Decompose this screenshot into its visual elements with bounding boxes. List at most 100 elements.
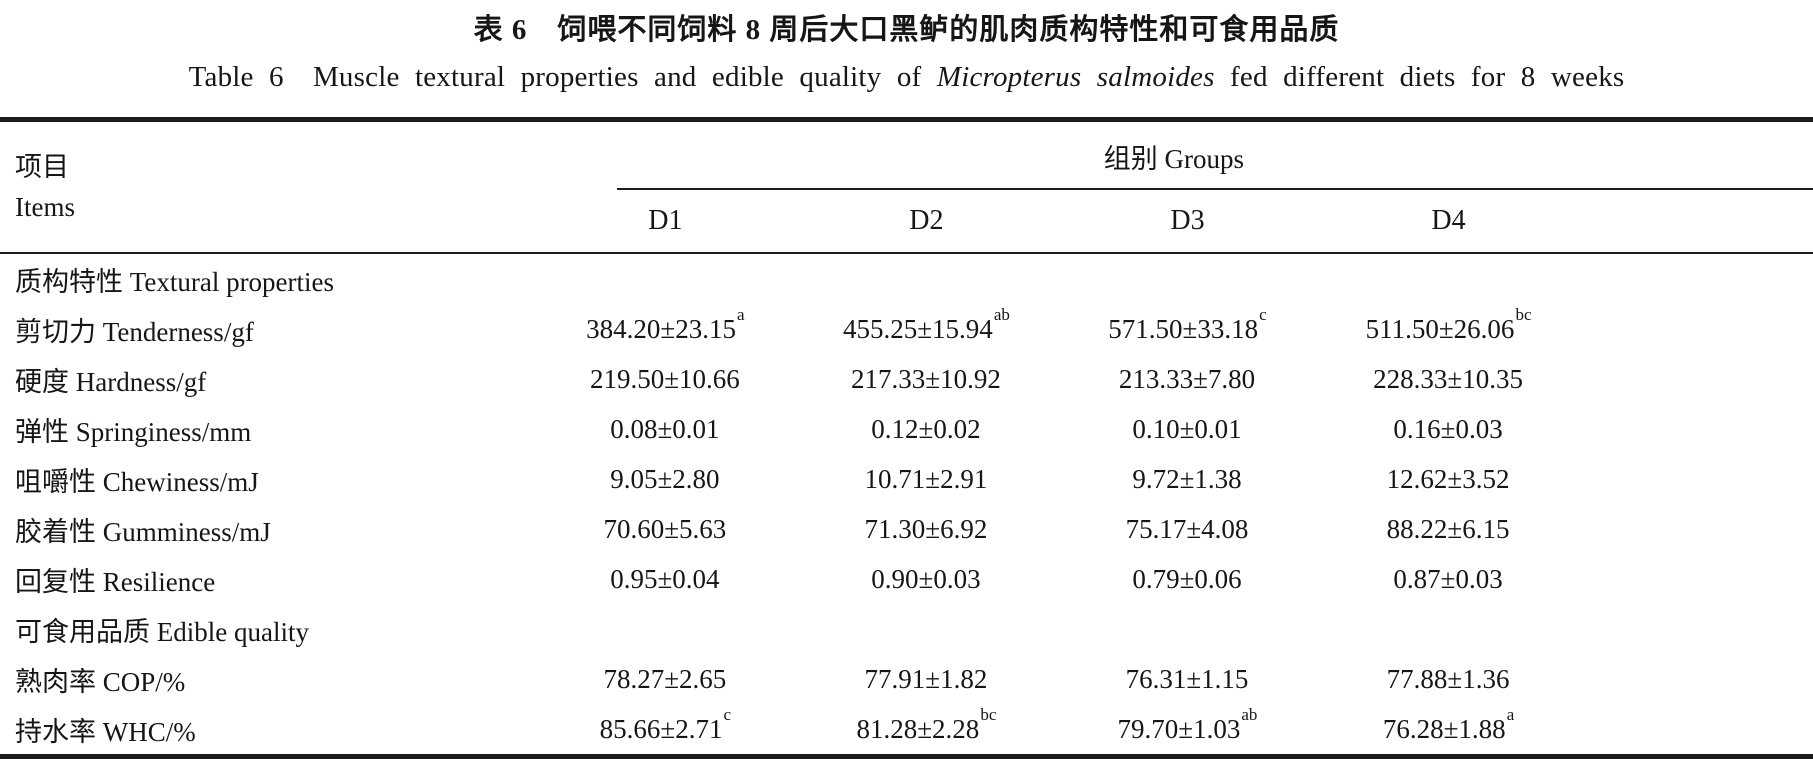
value-cell-d3: 75.17±4.08 [1057,504,1318,554]
value-cell-d3: 571.50±33.18c [1057,304,1318,354]
table-row-hardness: 硬度 Hardness/gf 219.50±10.66 217.33±10.92… [0,354,1813,404]
value: 71.30±6.92 [864,513,988,544]
table-row-chewiness: 咀嚼性 Chewiness/mJ 9.05±2.80 10.71±2.91 9.… [0,454,1813,504]
value-cell-d1: 0.08±0.01 [535,404,796,454]
value-cell-d3: 79.70±1.03ab [1057,704,1318,757]
spacer-cell [1579,654,1813,704]
section-row-textural: 质构特性 Textural properties [0,253,1813,304]
table-row-resilience: 回复性 Resilience 0.95±0.04 0.90±0.03 0.79±… [0,554,1813,604]
value-cell-d3: 0.79±0.06 [1057,554,1318,604]
value: 81.28±2.28 [856,713,980,744]
value-cell-d1: 70.60±5.63 [535,504,796,554]
significance-superscript: bc [980,704,997,724]
row-label: 胶着性 Gumminess/mJ [15,516,271,547]
value-cell-d2: 455.25±15.94ab [796,304,1057,354]
value: 77.91±1.82 [864,663,988,694]
table-row-gumminess: 胶着性 Gumminess/mJ 70.60±5.63 71.30±6.92 7… [0,504,1813,554]
row-label: 回复性 Resilience [15,566,216,597]
value: 79.70±1.03 [1117,713,1241,744]
table-title-chinese: 表 6 饲喂不同饲料 8 周后大口黑鲈的肌肉质构特性和可食用品质 [473,14,1340,46]
value: 70.60±5.63 [603,513,727,544]
data-table: 项目 Items 组别 Groups D1 D2 D3 D4 质构特性 Text… [0,117,1813,759]
value-cell-d2: 0.12±0.02 [796,404,1057,454]
value: 219.50±10.66 [589,363,740,394]
significance-superscript: c [1259,304,1267,324]
value: 76.28±1.88 [1382,713,1506,744]
value-cell-d4: 228.33±10.35 [1318,354,1579,404]
value: 0.79±0.06 [1132,563,1242,594]
spacer-header-cell [1579,190,1813,254]
items-header-cell: 项目 Items [0,119,535,254]
table-row-cop: 熟肉率 COP/% 78.27±2.65 77.91±1.82 76.31±1.… [0,654,1813,704]
value-cell-d1: 9.05±2.80 [535,454,796,504]
row-label: 剪切力 Tenderness/gf [15,316,254,347]
value-cell-d2: 0.90±0.03 [796,554,1057,604]
value-cell-d3: 0.10±0.01 [1057,404,1318,454]
significance-superscript: a [1506,704,1515,724]
spacer-cell [1579,304,1813,354]
value-cell-d4: 77.88±1.36 [1318,654,1579,704]
value-cell-d1: 219.50±10.66 [535,354,796,404]
table-row-springiness: 弹性 Springiness/mm 0.08±0.01 0.12±0.02 0.… [0,404,1813,454]
value: 228.33±10.35 [1373,363,1523,394]
value: 88.22±6.15 [1386,513,1510,544]
value-cell-d4: 0.87±0.03 [1318,554,1579,604]
table-title-english-suffix: fed different diets for 8 weeks [1214,61,1625,93]
row-label: 硬度 Hardness/gf [15,366,207,397]
value: 217.33±10.92 [851,363,1001,394]
spacer-cell [1579,354,1813,404]
header-row-diet-columns: D1 D2 D3 D4 [0,190,1813,254]
value: 76.31±1.15 [1125,663,1249,694]
column-header-d1: D1 [534,190,796,254]
table-title-english: Table 6 Muscle textural properties and e… [0,62,1813,92]
column-header-d3: D3 [1056,190,1319,254]
value-cell-d4: 0.16±0.03 [1318,404,1579,454]
value-cell-d3: 76.31±1.15 [1057,654,1318,704]
significance-superscript: ab [1241,704,1258,724]
header-row-groups: 项目 Items 组别 Groups [0,119,1813,254]
table-row-tenderness: 剪切力 Tenderness/gf 384.20±23.15a 455.25±1… [0,304,1813,354]
value: 0.16±0.03 [1393,413,1503,444]
significance-superscript: c [723,704,732,724]
value: 0.95±0.04 [610,563,720,594]
spacer-cell [1579,704,1813,757]
value: 85.66±2.71 [599,713,723,744]
value-cell-d2: 77.91±1.82 [796,654,1057,704]
value-cell-d3: 9.72±1.38 [1057,454,1318,504]
value: 9.72±1.38 [1132,463,1242,494]
row-label: 咀嚼性 Chewiness/mJ [15,466,259,497]
value: 0.90±0.03 [871,563,981,594]
value-cell-d4: 76.28±1.88a [1318,704,1579,757]
value-cell-d2: 10.71±2.91 [796,454,1057,504]
groups-header-cell: 组别 Groups [534,119,1813,190]
value-cell-d1: 85.66±2.71c [535,704,796,757]
section-label: 可食用品质 Edible quality [15,616,309,647]
value-cell-d2: 217.33±10.92 [796,354,1057,404]
value: 12.62±3.52 [1386,463,1510,494]
value: 0.12±0.02 [871,413,981,444]
spacer-cell [1579,404,1813,454]
value: 77.88±1.36 [1386,663,1510,694]
value: 10.71±2.91 [864,463,988,494]
value: 384.20±23.15 [586,313,736,344]
spacer-cell [1579,454,1813,504]
value: 213.33±7.80 [1118,363,1256,394]
value-cell-d4: 511.50±26.06bc [1318,304,1579,354]
value-cell-d1: 384.20±23.15a [535,304,796,354]
column-header-d2: D2 [795,190,1057,254]
table-title-english-prefix: Table 6 Muscle textural properties and e… [188,61,937,93]
value: 9.05±2.80 [610,463,720,494]
value-cell-d3: 213.33±7.80 [1057,354,1318,404]
value: 0.10±0.01 [1132,413,1242,444]
value-cell-d1: 78.27±2.65 [535,654,796,704]
column-header-d4: D4 [1318,190,1580,254]
items-header-en: Items [15,192,75,222]
significance-superscript: a [737,304,745,324]
section-row-edible: 可食用品质 Edible quality [0,604,1813,654]
value: 0.08±0.01 [610,413,720,444]
value: 78.27±2.65 [603,663,727,694]
value: 75.17±4.08 [1125,513,1249,544]
value-cell-d2: 81.28±2.28bc [796,704,1057,757]
significance-superscript: bc [1515,304,1532,324]
